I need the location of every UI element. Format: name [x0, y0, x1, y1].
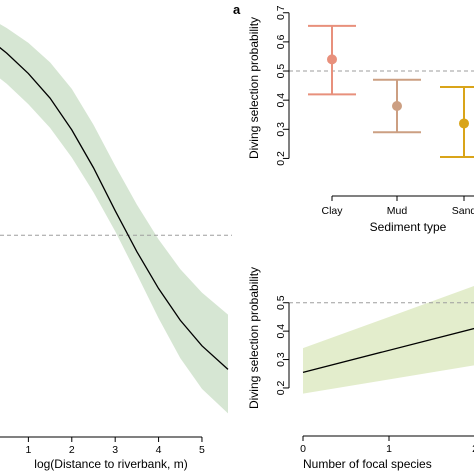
y-axis-title: Diving selection probability [247, 17, 261, 159]
bottom-right-panel: 0.2 0.3 0.4 0.5 Diving selection probability… [247, 267, 474, 471]
x-tick-label: 0 [300, 443, 306, 455]
x-tick-label: 1 [25, 444, 31, 456]
confidence-band [303, 286, 474, 394]
y-tick-label: 0.3 [275, 352, 287, 367]
y-tick-label: 0.5 [275, 64, 287, 79]
y-tick-label: 0.4 [275, 93, 287, 108]
y-axis-title: Diving selection probability [247, 267, 261, 409]
data-point [459, 118, 469, 129]
data-point [392, 100, 402, 111]
y-tick-label: 0.3 [275, 122, 287, 137]
left-panel: 1 2 3 4 5 log(Distance to riverbank, m) [0, 24, 232, 471]
x-axis-title: Number of focal species [303, 457, 432, 471]
x-tick-label: 5 [199, 444, 205, 456]
x-tick-label: 3 [112, 444, 118, 456]
x-tick-label: Mud [387, 205, 408, 217]
x-tick-label: Sand [452, 205, 474, 217]
x-tick-label: Clay [321, 205, 343, 217]
x-tick-label: 2 [472, 443, 474, 455]
fitted-line [302, 327, 474, 373]
y-tick-label: 0.7 [275, 5, 287, 20]
panel-label: a [233, 2, 241, 17]
x-axis-title: log(Distance to riverbank, m) [34, 457, 187, 471]
data-point [327, 54, 337, 65]
x-tick-label: 2 [69, 444, 75, 456]
y-tick-label: 0.4 [275, 324, 287, 339]
y-tick-label: 0.5 [275, 295, 287, 310]
fitted-line [0, 46, 229, 370]
x-tick-label: 1 [386, 443, 392, 455]
x-axis-title: Sediment type [370, 220, 447, 234]
y-tick-label: 0.6 [275, 34, 287, 49]
x-tick-label: 4 [156, 444, 162, 456]
top-right-panel: a Clay Mud Sand Sediment type 0.2 0.3 0.4 0.5 0.6… [233, 2, 474, 234]
confidence-band [0, 24, 228, 414]
y-tick-label: 0.2 [275, 151, 287, 166]
y-tick-label: 0.2 [275, 381, 287, 396]
